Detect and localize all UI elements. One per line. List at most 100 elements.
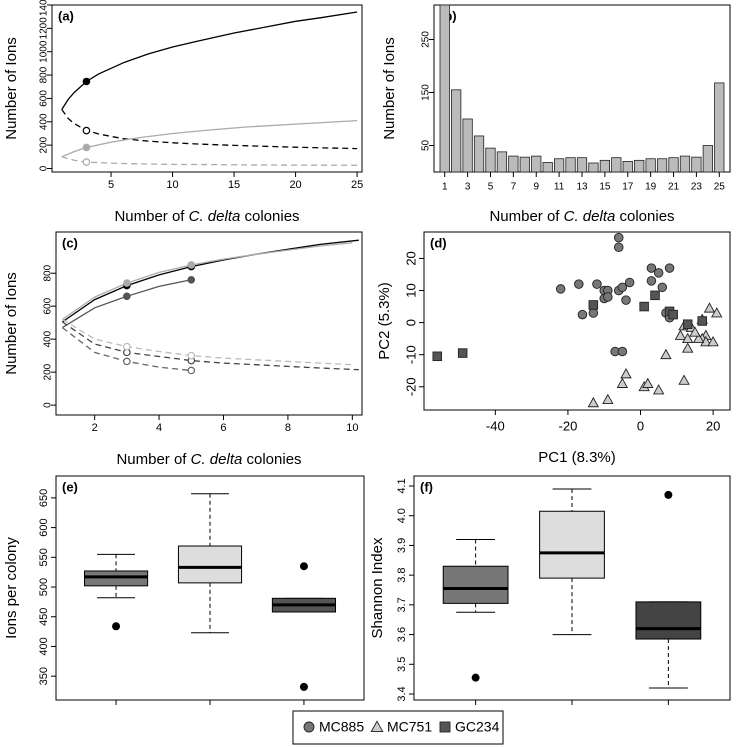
y-tick-label: 250 bbox=[421, 31, 432, 48]
y-tick-label: 3.4 bbox=[396, 686, 408, 701]
data-point bbox=[681, 342, 694, 353]
x-axis: 5 10 15 20 25 bbox=[108, 172, 363, 191]
data-point bbox=[187, 261, 196, 269]
data-point bbox=[457, 348, 468, 358]
bar-4 bbox=[473, 135, 485, 173]
y-tick-label: 0 bbox=[39, 165, 50, 171]
data-point bbox=[674, 329, 687, 340]
data-point bbox=[82, 158, 91, 166]
data-point bbox=[187, 366, 196, 375]
bar-21 bbox=[668, 157, 679, 173]
x-axis-title: Number of C. delta colonies bbox=[116, 451, 301, 468]
data-point bbox=[123, 357, 131, 366]
data-point bbox=[123, 342, 131, 351]
x-axis-title-prefix: Number of bbox=[114, 208, 188, 225]
data-point bbox=[657, 282, 668, 293]
x-tick-label: 2 bbox=[92, 422, 98, 434]
x-tick-label: 20 bbox=[706, 418, 720, 433]
y-tick-label: 1200 bbox=[39, 17, 50, 40]
x-tick-label: 15 bbox=[228, 179, 240, 191]
data-point bbox=[682, 319, 693, 329]
x-tick-label: 9 bbox=[533, 182, 539, 193]
x-tick-label: 6 bbox=[220, 422, 226, 434]
y-tick-label: 450 bbox=[38, 608, 50, 626]
box-MC885 bbox=[442, 538, 509, 682]
data-point bbox=[588, 300, 599, 310]
box-MC751 bbox=[539, 488, 605, 636]
bar-5 bbox=[485, 147, 496, 173]
data-point bbox=[613, 242, 624, 252]
x-tick-label: 25 bbox=[714, 182, 726, 193]
y-tick-label: 4.1 bbox=[396, 478, 408, 493]
data-point bbox=[652, 384, 665, 395]
y-tick-label: 0 bbox=[43, 402, 54, 408]
data-point bbox=[616, 377, 629, 388]
x-axis bbox=[475, 700, 669, 705]
data-point bbox=[700, 335, 712, 347]
y-axis-title: PC2 (5.3%) bbox=[376, 282, 393, 360]
x-tick-label: 10 bbox=[346, 422, 358, 434]
box-body bbox=[635, 601, 702, 640]
y-axis-title: Ions per colony bbox=[3, 537, 20, 639]
data-point bbox=[577, 309, 588, 320]
x-tick-label: 5 bbox=[108, 179, 114, 191]
series-MC885-observed bbox=[62, 239, 359, 323]
data-point bbox=[668, 309, 678, 320]
bar-7 bbox=[508, 155, 519, 173]
y-axis: 0 200 400 600 800 bbox=[43, 264, 56, 408]
data-point bbox=[620, 368, 632, 379]
data-point bbox=[642, 377, 654, 388]
bar-24 bbox=[702, 145, 713, 173]
box-body bbox=[539, 510, 605, 579]
data-point bbox=[587, 396, 600, 408]
series-MC751-marker5-ext bbox=[187, 351, 196, 360]
bar-23 bbox=[691, 156, 702, 173]
data-point bbox=[639, 301, 649, 312]
data-point bbox=[703, 302, 716, 313]
bar-13 bbox=[576, 157, 588, 173]
outlier-point bbox=[299, 682, 308, 691]
data-point bbox=[660, 348, 672, 360]
panel-c: (c) 2 4 6 8 10 0 200 400 600 800 Number of C. delta… bbox=[3, 231, 363, 468]
x-tick-label: 23 bbox=[691, 182, 703, 193]
x-axis-title-italic: C. delta bbox=[189, 208, 241, 225]
x-axis-title-suffix: colonies bbox=[242, 451, 301, 468]
x-axis-title-prefix: Number of bbox=[489, 208, 563, 225]
x-axis-title-suffix: colonies bbox=[615, 208, 674, 225]
legend: MC885 MC751 GC234 bbox=[292, 710, 504, 745]
x-axis-title: Number of C. delta colonies bbox=[114, 208, 299, 225]
panel-d: (d) -40 -20 0 20 -20 -10 0 10 20 PC1 (8.3%) PC2 (5.… bbox=[376, 231, 731, 466]
y-tick-label: 1000 bbox=[39, 40, 50, 63]
plot-frame bbox=[51, 4, 363, 173]
data-point bbox=[678, 374, 690, 385]
x-axis-title: PC1 (8.3%) bbox=[538, 449, 616, 466]
panel-e: (e) 350 400 450 500 550 600 650 Ions per colony bbox=[3, 475, 365, 705]
y-tick-label: 650 bbox=[38, 489, 50, 507]
y-axis-title: Number of Ions bbox=[381, 37, 398, 140]
y-tick-label: 150 bbox=[421, 84, 432, 101]
bar-8 bbox=[519, 156, 530, 173]
box-body bbox=[442, 565, 509, 604]
data-point bbox=[646, 276, 657, 286]
y-tick-label: 600 bbox=[38, 518, 50, 536]
y-tick-label: 3.6 bbox=[396, 627, 408, 642]
data-point bbox=[187, 351, 196, 360]
bar-22 bbox=[679, 155, 691, 173]
y-tick-label: 20 bbox=[403, 251, 418, 265]
y-tick-label: 800 bbox=[43, 264, 54, 281]
y-axis: 350 400 450 500 550 600 650 bbox=[38, 489, 56, 685]
data-point bbox=[613, 232, 624, 243]
y-tick-label: 400 bbox=[39, 113, 50, 130]
legend-item-MC885: MC885 bbox=[303, 719, 364, 735]
series-line bbox=[62, 242, 353, 320]
y-tick-label: 350 bbox=[38, 667, 50, 685]
bar-2 bbox=[451, 89, 462, 173]
y-tick-label: 3.8 bbox=[396, 567, 408, 582]
y-tick-label: -10 bbox=[403, 345, 418, 364]
data-point bbox=[711, 307, 723, 318]
x-tick-label: 8 bbox=[285, 422, 291, 434]
box-MC885 bbox=[83, 553, 149, 631]
